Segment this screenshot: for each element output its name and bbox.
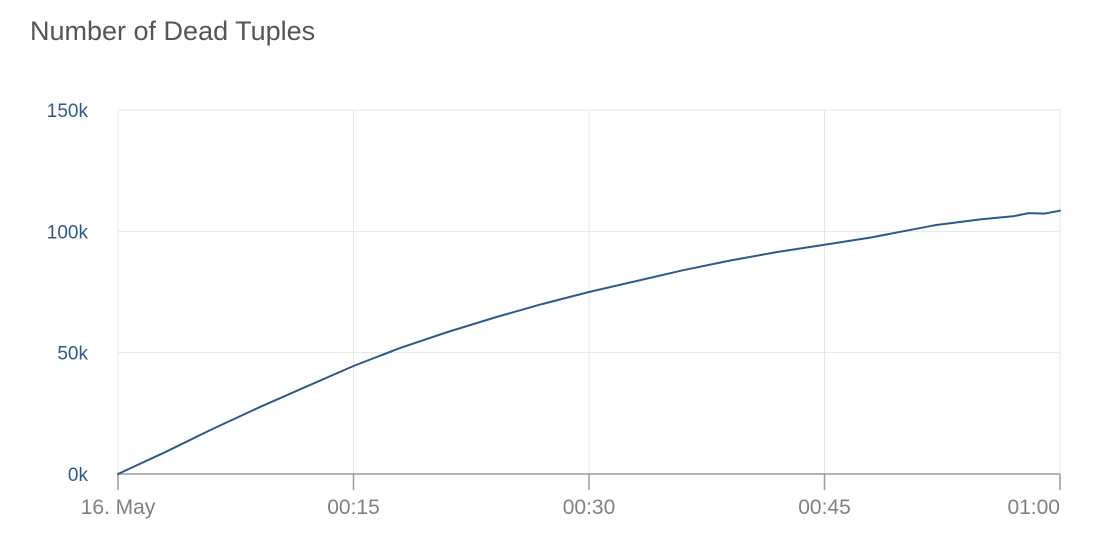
y-tick-label: 0k — [68, 465, 89, 486]
y-tick-label: 50k — [57, 344, 88, 365]
series-layer — [117, 209, 1061, 475]
x-tick-label: 00:45 — [798, 496, 851, 519]
axis-layer: 0k 50k 100k 150k 16. May 00:15 00:30 00:45 01:00 — [47, 101, 1061, 519]
x-tick-label: 00:30 — [563, 496, 616, 519]
chart-title: Number of Dead Tuples — [30, 16, 316, 46]
y-tick-label: 100k — [47, 222, 89, 243]
x-tick-label: 16. May — [81, 496, 156, 519]
y-tick-label: 150k — [47, 101, 89, 122]
x-tick-label: 01:00 — [1007, 496, 1060, 519]
x-tick-label: 00:15 — [327, 496, 380, 519]
series-line — [117, 209, 1061, 475]
